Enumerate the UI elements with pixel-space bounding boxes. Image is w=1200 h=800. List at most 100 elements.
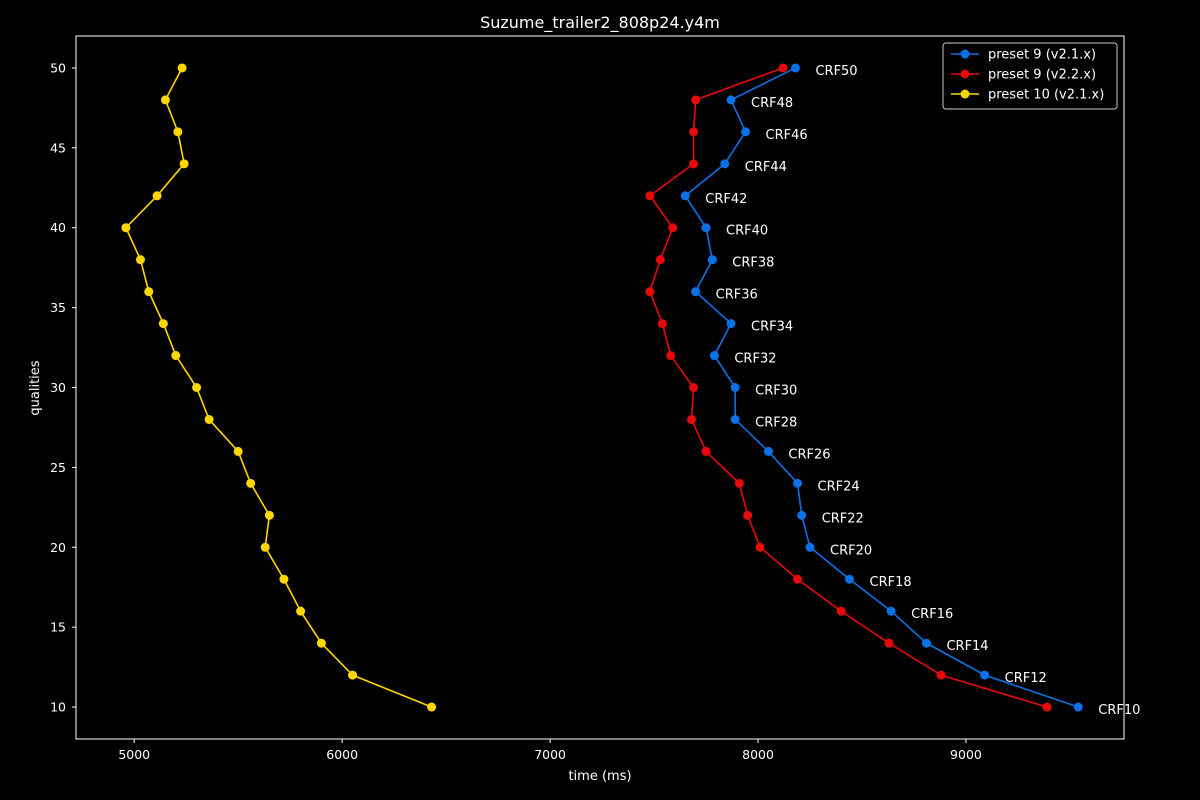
point-label: CRF36 xyxy=(716,288,758,303)
data-point xyxy=(845,574,855,584)
data-point xyxy=(743,510,753,520)
data-point xyxy=(689,159,699,169)
legend-marker xyxy=(960,89,970,99)
legend-item: preset 9 (v2.1.x) xyxy=(951,48,1096,63)
data-point xyxy=(260,542,270,552)
data-point xyxy=(192,383,202,392)
data-point xyxy=(686,414,696,424)
data-point xyxy=(741,127,751,137)
data-point xyxy=(173,127,183,137)
x-tick-label: 6000 xyxy=(326,747,358,762)
data-point xyxy=(730,414,740,424)
data-point xyxy=(778,63,788,73)
point-labels: CRF50 CRF48 CRF46 CRF44 CRF42 CRF40 CRF38 CRF36… xyxy=(705,64,1140,718)
data-point xyxy=(709,351,719,361)
data-point xyxy=(158,319,168,329)
data-point xyxy=(152,191,162,201)
series-line xyxy=(125,67,432,708)
data-point xyxy=(797,510,807,520)
data-point xyxy=(179,159,189,169)
data-point xyxy=(1073,702,1083,712)
y-tick-label: 20 xyxy=(50,540,66,555)
point-label: CRF18 xyxy=(870,575,912,590)
plot-area-frame xyxy=(75,35,1125,740)
point-label: CRF16 xyxy=(911,607,953,622)
data-point xyxy=(296,606,306,616)
data-point xyxy=(177,63,187,73)
data-point xyxy=(884,638,894,648)
x-tick-label: 8000 xyxy=(742,747,774,762)
data-point xyxy=(135,255,145,265)
point-label: CRF38 xyxy=(732,256,774,271)
data-point xyxy=(668,223,678,233)
point-label: CRF42 xyxy=(705,192,747,207)
data-point xyxy=(790,63,800,73)
x-axis-label: time (ms) xyxy=(568,769,631,784)
legend-label: preset 10 (v2.1.x) xyxy=(988,88,1104,103)
x-axis: 5000 6000 7000 8000 9000 xyxy=(118,739,982,762)
series-3 xyxy=(121,63,437,712)
data-point xyxy=(171,351,181,361)
point-label: CRF14 xyxy=(946,639,988,654)
y-tick-label: 25 xyxy=(50,460,66,475)
data-point xyxy=(726,95,736,105)
data-point xyxy=(204,414,214,424)
point-label: CRF26 xyxy=(788,447,830,462)
y-tick-label: 40 xyxy=(50,220,66,235)
legend-marker xyxy=(960,69,970,79)
data-point xyxy=(680,191,690,201)
data-point xyxy=(689,383,699,392)
data-point xyxy=(980,670,990,680)
point-label: CRF44 xyxy=(745,160,787,175)
data-point xyxy=(720,159,730,169)
series-1 xyxy=(680,63,1083,712)
point-label: CRF12 xyxy=(1005,671,1047,686)
legend: preset 9 (v2.1.x) preset 9 (v2.2.x) preset… xyxy=(942,42,1118,110)
data-point xyxy=(645,191,655,201)
data-point xyxy=(264,510,274,520)
data-point xyxy=(726,319,736,329)
point-label: CRF22 xyxy=(822,511,864,526)
series-line xyxy=(649,67,1048,708)
data-point xyxy=(793,574,803,584)
point-label: CRF40 xyxy=(726,224,768,239)
point-label: CRF46 xyxy=(766,128,808,143)
legend-label: preset 9 (v2.1.x) xyxy=(988,48,1096,63)
x-tick-label: 7000 xyxy=(534,747,566,762)
legend-item: preset 10 (v2.1.x) xyxy=(951,88,1104,103)
point-label: CRF20 xyxy=(830,543,872,558)
y-tick-label: 10 xyxy=(50,700,66,715)
data-point xyxy=(701,223,711,233)
data-point xyxy=(121,223,131,233)
legend-marker xyxy=(960,49,970,59)
data-point xyxy=(427,702,437,712)
data-point xyxy=(936,670,946,680)
y-tick-label: 50 xyxy=(50,60,66,75)
data-point xyxy=(691,95,701,105)
data-point xyxy=(691,287,701,297)
series-layer xyxy=(121,63,1083,712)
legend-box xyxy=(942,42,1118,110)
point-label: CRF32 xyxy=(734,352,776,367)
point-label: CRF34 xyxy=(751,320,793,335)
data-point xyxy=(348,670,358,680)
data-point xyxy=(246,478,256,488)
data-point xyxy=(657,319,667,329)
y-tick-label: 30 xyxy=(50,380,66,395)
point-label: CRF48 xyxy=(751,96,793,111)
y-tick-label: 45 xyxy=(50,140,66,155)
data-point xyxy=(836,606,846,616)
data-point xyxy=(144,287,154,297)
data-point xyxy=(666,351,676,361)
chart-title: Suzume_trailer2_808p24.y4m xyxy=(480,13,720,33)
data-point xyxy=(734,478,744,488)
data-point xyxy=(707,255,717,265)
point-label: CRF28 xyxy=(755,415,797,430)
data-point xyxy=(730,383,740,392)
data-point xyxy=(655,255,665,265)
point-label: CRF10 xyxy=(1098,703,1140,718)
x-tick-label: 5000 xyxy=(118,747,150,762)
y-tick-label: 15 xyxy=(50,620,66,635)
y-axis-label: qualities xyxy=(28,360,43,415)
data-point xyxy=(689,127,699,137)
